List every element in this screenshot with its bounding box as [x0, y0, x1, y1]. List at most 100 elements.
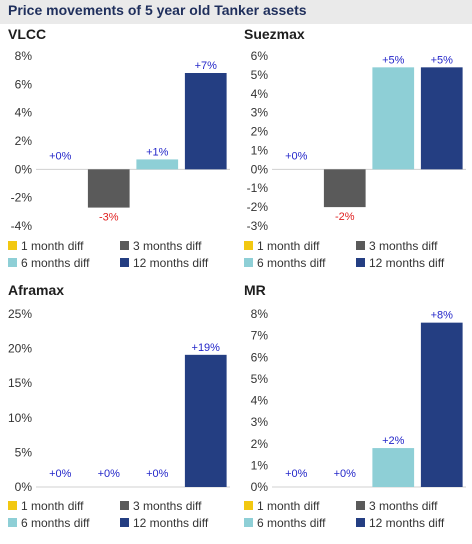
y-tick-label: 0%: [15, 162, 33, 176]
y-tick-label: 1%: [251, 458, 269, 472]
y-tick-label: 2%: [251, 125, 269, 139]
legend-swatch: [244, 501, 253, 510]
legend-swatch: [8, 501, 17, 510]
y-tick-label: 3%: [251, 415, 269, 429]
y-tick-label: -2%: [247, 200, 269, 214]
y-tick-label: 1%: [251, 143, 269, 157]
data-label: +0%: [146, 468, 169, 480]
data-label: +0%: [285, 150, 308, 162]
y-tick-label: -2%: [11, 191, 33, 205]
legend-label: 3 months diff: [369, 239, 438, 253]
chart-panel-suezmax: Suezmax -3% -2% -1% 0% 1% 2% 3% 4% 5% 6% +0% -2% +5% +…: [236, 24, 472, 280]
legend-label: 6 months diff: [21, 516, 90, 530]
data-label: -3%: [99, 212, 119, 224]
data-label: +0%: [49, 468, 72, 480]
legend-label: 1 month diff: [21, 239, 84, 253]
bar-6-months-diff: [136, 159, 179, 170]
legend-label: 12 months diff: [133, 516, 209, 530]
legend-label: 12 months diff: [369, 256, 445, 270]
y-tick-label: 7%: [251, 329, 269, 343]
legend-label: 12 months diff: [369, 516, 445, 530]
y-tick-label: 3%: [251, 106, 269, 120]
chart-svg: VLCC -4% -2% 0% 2% 4% 6% 8% +0% -3% +1% +7% 1 month …: [8, 26, 230, 270]
data-label: +5%: [431, 54, 454, 66]
legend-swatch: [356, 241, 365, 250]
data-label: +0%: [285, 468, 308, 480]
chart-svg: MR 0% 1% 2% 3% 4% 5% 6% 7% 8% +0% +0% +2% +8% 1 month …: [244, 282, 466, 530]
bar-6-months-diff: [372, 448, 415, 487]
legend-label: 6 months diff: [257, 256, 326, 270]
legend-swatch: [120, 258, 129, 267]
y-tick-label: -3%: [247, 219, 269, 233]
y-tick-label: 0%: [251, 162, 269, 176]
legend-swatch: [8, 258, 17, 267]
y-tick-label: 8%: [251, 307, 269, 321]
data-label: +2%: [382, 435, 405, 447]
legend-swatch: [120, 501, 129, 510]
data-label: +19%: [192, 342, 221, 354]
chart-panel-aframax: Aframax 0% 5% 10% 15% 20% 25% +0% +0% +0% +19% 1 mo…: [0, 280, 236, 544]
bar-3-months-diff: [323, 169, 366, 208]
legend-label: 12 months diff: [133, 256, 209, 270]
data-label: +0%: [98, 468, 121, 480]
bar-12-months-diff: [184, 73, 227, 170]
chart-svg: Suezmax -3% -2% -1% 0% 1% 2% 3% 4% 5% 6% +0% -2% +5% +…: [244, 26, 466, 270]
bar-3-months-diff: [87, 169, 130, 208]
y-tick-label: 8%: [15, 49, 33, 63]
data-label: -2%: [335, 211, 355, 223]
legend-label: 3 months diff: [133, 239, 202, 253]
chart-svg: Aframax 0% 5% 10% 15% 20% 25% +0% +0% +0% +19% 1 mo…: [8, 282, 230, 530]
legend-swatch: [244, 518, 253, 527]
legend-swatch: [356, 258, 365, 267]
legend-swatch: [244, 258, 253, 267]
y-tick-label: 4%: [251, 394, 269, 408]
chart-title: Suezmax: [244, 26, 305, 42]
legend-swatch: [244, 241, 253, 250]
y-tick-label: 25%: [8, 307, 32, 321]
bar-6-months-diff: [372, 67, 415, 170]
legend-swatch: [8, 241, 17, 250]
legend-swatch: [356, 518, 365, 527]
y-tick-label: 20%: [8, 342, 32, 356]
chart-title: Aframax: [8, 282, 64, 298]
y-tick-label: 5%: [251, 68, 269, 82]
legend-swatch: [8, 518, 17, 527]
header-band: Price movements of 5 year old Tanker ass…: [0, 0, 472, 24]
legend-swatch: [356, 501, 365, 510]
y-tick-label: 4%: [251, 87, 269, 101]
y-tick-label: 5%: [15, 445, 33, 459]
y-tick-label: -4%: [11, 219, 33, 233]
y-tick-label: 6%: [251, 350, 269, 364]
legend-swatch: [120, 518, 129, 527]
legend-label: 3 months diff: [369, 499, 438, 513]
y-tick-label: -1%: [247, 181, 269, 195]
data-label: +0%: [49, 150, 72, 162]
y-tick-label: 5%: [251, 372, 269, 386]
legend-label: 3 months diff: [133, 499, 202, 513]
legend-label: 1 month diff: [257, 239, 320, 253]
y-tick-label: 0%: [251, 480, 269, 494]
legend-label: 6 months diff: [21, 256, 90, 270]
legend-label: 6 months diff: [257, 516, 326, 530]
y-tick-label: 15%: [8, 376, 32, 390]
data-label: +8%: [431, 310, 454, 322]
bar-12-months-diff: [420, 67, 463, 170]
y-tick-label: 10%: [8, 411, 32, 425]
bar-12-months-diff: [184, 354, 227, 487]
y-tick-label: 2%: [15, 134, 33, 148]
y-tick-label: 4%: [15, 106, 33, 120]
y-tick-label: 2%: [251, 437, 269, 451]
chart-title: MR: [244, 282, 266, 298]
legend-swatch: [120, 241, 129, 250]
bar-12-months-diff: [420, 322, 463, 487]
data-label: +1%: [146, 146, 169, 158]
chart-panel-vlcc: VLCC -4% -2% 0% 2% 4% 6% 8% +0% -3% +1% +7% 1 month …: [0, 24, 236, 280]
y-tick-label: 0%: [15, 480, 33, 494]
data-label: +0%: [334, 468, 357, 480]
chart-title: VLCC: [8, 26, 46, 42]
page-title: Price movements of 5 year old Tanker ass…: [8, 2, 307, 18]
y-tick-label: 6%: [15, 77, 33, 91]
data-label: +7%: [195, 60, 218, 72]
legend-label: 1 month diff: [257, 499, 320, 513]
chart-panel-mr: MR 0% 1% 2% 3% 4% 5% 6% 7% 8% +0% +0% +2% +8% 1 month …: [236, 280, 472, 544]
